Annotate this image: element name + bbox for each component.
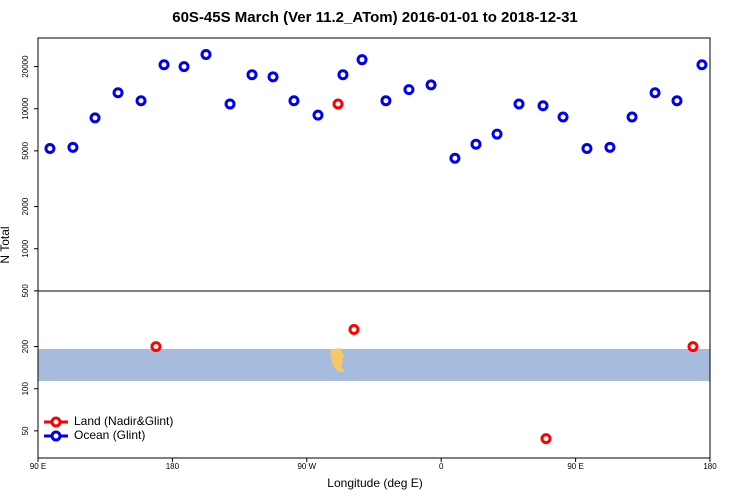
- point: [540, 433, 552, 445]
- x-tick-label: 90 E: [30, 462, 46, 471]
- y-tick-label: 5000: [21, 141, 30, 159]
- point: [267, 71, 279, 83]
- point: [403, 84, 415, 96]
- point: [425, 79, 437, 91]
- x-tick-label: 180: [166, 462, 180, 471]
- point: [380, 95, 392, 107]
- point: [288, 95, 300, 107]
- point: [158, 59, 170, 71]
- point: [112, 87, 124, 99]
- map-ocean-band: [38, 349, 710, 381]
- point: [581, 142, 593, 154]
- point: [348, 323, 360, 335]
- x-tick-label: 90 E: [567, 462, 583, 471]
- point: [470, 138, 482, 150]
- y-tick-label: 10000: [21, 97, 30, 120]
- y-tick-label: 1000: [21, 239, 30, 257]
- point: [696, 59, 708, 71]
- map-land: [330, 348, 345, 372]
- y-tick-label: 50: [21, 426, 30, 435]
- legend-marker: [50, 416, 62, 428]
- legend-label: Ocean (Glint): [74, 428, 145, 442]
- point: [557, 111, 569, 123]
- y-tick-label: 2000: [21, 197, 30, 215]
- legend-label: Land (Nadir&Glint): [74, 414, 173, 428]
- point: [449, 152, 461, 164]
- point: [491, 128, 503, 140]
- point: [44, 142, 56, 154]
- point: [246, 69, 258, 81]
- y-tick-label: 200: [21, 339, 30, 353]
- x-tick-label: 180: [703, 462, 717, 471]
- point: [356, 54, 368, 66]
- plot-frame: [37, 37, 711, 459]
- point: [89, 112, 101, 124]
- point: [649, 87, 661, 99]
- point: [200, 48, 212, 60]
- legend-marker: [50, 430, 62, 442]
- point: [312, 109, 324, 121]
- point: [604, 141, 616, 153]
- point: [337, 69, 349, 81]
- point: [626, 111, 638, 123]
- point: [671, 95, 683, 107]
- y-tick-label: 20000: [21, 55, 30, 78]
- point: [224, 98, 236, 110]
- point: [332, 98, 344, 110]
- chart-title: 60S-45S March (Ver 11.2_ATom) 2016-01-01…: [172, 9, 578, 26]
- point: [687, 341, 699, 353]
- point: [150, 341, 162, 353]
- x-axis-label: Longitude (deg E): [327, 476, 422, 490]
- point: [178, 61, 190, 73]
- y-axis-label: N Total: [0, 226, 12, 263]
- point: [67, 141, 79, 153]
- x-tick-label: 90 W: [297, 462, 316, 471]
- x-tick-label: 0: [439, 462, 444, 471]
- y-tick-label: 500: [21, 284, 30, 298]
- y-tick-label: 100: [21, 382, 30, 396]
- point: [513, 98, 525, 110]
- point: [135, 95, 147, 107]
- point: [537, 100, 549, 112]
